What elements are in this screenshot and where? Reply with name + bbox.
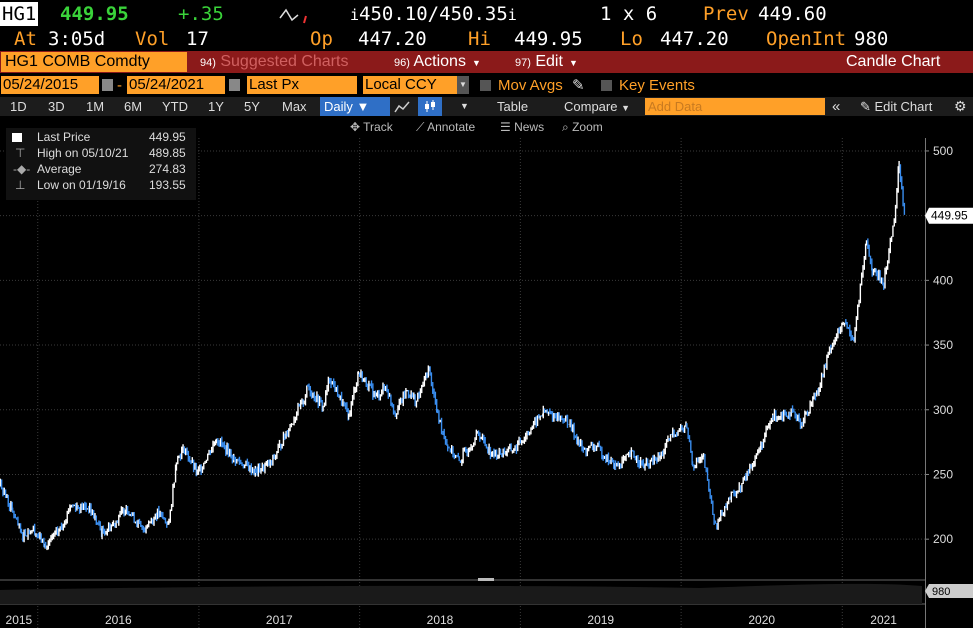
suggested-charts-button[interactable]: 94) Suggested Charts [200, 53, 349, 70]
bid-ask-size: 1 x 6 [600, 3, 658, 25]
edit-button[interactable]: 97) Edit ▼ [515, 53, 578, 70]
volume-tag-label: 980 [932, 586, 950, 598]
open-interest-label: OpenInt [766, 28, 847, 50]
dropdown-arrow-icon[interactable]: ▼ [457, 76, 469, 94]
vol-label: Vol [135, 28, 170, 50]
frequency-select[interactable]: Daily ▼ [320, 97, 390, 116]
chart-style-dropdown-icon[interactable]: ▼ [460, 101, 469, 111]
volume: 17 [186, 28, 209, 50]
line-chart-icon[interactable] [394, 97, 410, 119]
edit-chart-button[interactable]: ✎ Edit Chart [860, 99, 933, 114]
open-interest: 980 [854, 28, 889, 50]
legend-row-average: -◆- Average 274.83 [13, 162, 186, 176]
security-field[interactable]: HG1 COMB Comdty [1, 52, 187, 72]
function-bar [0, 51, 973, 73]
period-1y[interactable]: 1Y [208, 99, 224, 114]
volume-tag [925, 584, 973, 598]
date-range-bar: 05/24/2015 - 05/24/2021 Last Px Local CC… [0, 76, 973, 96]
x-tick-label: 2016 [105, 613, 132, 627]
net-change: +.35 [178, 3, 224, 25]
key-events-label: Key Events [619, 77, 695, 94]
at-label: At [14, 28, 37, 50]
y-tick-label: 300 [933, 403, 953, 417]
high-label: Hi [468, 28, 491, 50]
y-tick-label: 350 [933, 338, 953, 352]
prev-close: 449.60 [758, 3, 827, 25]
average-marker-icon: -◆- [13, 162, 31, 176]
period-1d[interactable]: 1D [10, 99, 27, 114]
bid-ask: i450.10/450.35i [350, 3, 517, 25]
price-chart[interactable]: 2002503003504004505002015201620172018201… [0, 138, 973, 628]
low-marker-icon: ⊥ [15, 178, 26, 192]
period-max[interactable]: Max [282, 99, 307, 114]
chart-type-title: Candle Chart [846, 53, 941, 70]
scroll-handle [478, 578, 494, 581]
sparkline-icon [278, 6, 312, 30]
start-date-input[interactable]: 05/24/2015 [1, 76, 99, 94]
candle-chart-icon[interactable] [418, 97, 442, 116]
x-tick-label: 2019 [587, 613, 614, 627]
x-tick-label: 2018 [427, 613, 454, 627]
calendar-icon[interactable] [102, 79, 113, 91]
last-price-tag-label: 449.95 [931, 209, 968, 223]
legend-row-high: ⊤ High on 05/10/21 489.85 [15, 146, 186, 160]
track-tool[interactable]: ✥ Track [350, 120, 393, 134]
y-tick-label: 500 [933, 144, 953, 158]
actions-button[interactable]: 96) Actions ▼ [394, 53, 481, 70]
period-5y[interactable]: 5Y [244, 99, 260, 114]
field-select[interactable]: Last Px [247, 76, 357, 94]
candle-series [0, 160, 906, 551]
caret-down-icon: ▼ [471, 58, 481, 68]
table-button[interactable]: Table [497, 99, 529, 114]
period-bar: 1D 3D 1M 6M YTD 1Y 5Y Max Daily ▼ ▼ Tabl… [0, 97, 973, 116]
currency-select[interactable]: Local CCY [363, 76, 458, 94]
compare-button[interactable]: Compare ▼ [564, 99, 631, 114]
chart-tool-bar: ✥ Track ⟋ Annotate ☰ News ⌕ Zoom [0, 117, 973, 138]
news-tool[interactable]: ☰ News [500, 120, 545, 134]
prev-label: Prev [703, 3, 749, 25]
quote-time: 3:05d [48, 28, 106, 50]
mov-avgs-checkbox[interactable] [480, 80, 491, 91]
collapse-chevrons-icon[interactable]: « [832, 98, 841, 115]
quote-line-2: At 3:05d Vol 17 Op 447.20 Hi 449.95 Lo 4… [0, 27, 973, 51]
caret-down-icon: ▼ [568, 58, 578, 68]
x-tick-label: 2017 [266, 613, 293, 627]
mov-avgs-label: Mov Avgs [498, 77, 563, 94]
legend-row-low: ⊥ Low on 01/19/16 193.55 [15, 178, 186, 192]
last-price: 449.95 [60, 3, 129, 25]
low-label: Lo [620, 28, 643, 50]
high-marker-icon: ⊤ [15, 146, 26, 160]
add-data-input[interactable]: Add Data [645, 98, 825, 115]
calendar-icon[interactable] [229, 79, 240, 91]
period-6m[interactable]: 6M [124, 99, 143, 114]
y-tick-label: 200 [933, 532, 953, 546]
period-3d[interactable]: 3D [48, 99, 65, 114]
zoom-tool[interactable]: ⌕ Zoom [562, 120, 603, 134]
low-price: 447.20 [660, 28, 729, 50]
gear-icon[interactable]: ⚙ [954, 98, 967, 114]
open-label: Op [310, 28, 333, 50]
high-price: 449.95 [514, 28, 583, 50]
quote-line-1: HG1 449.95 +.35 i450.10/450.35i 1 x 6 Pr… [0, 2, 973, 26]
volume-area [0, 583, 922, 604]
period-ytd[interactable]: YTD [162, 99, 188, 114]
period-1m[interactable]: 1M [86, 99, 105, 114]
white-square-icon [12, 133, 22, 142]
date-separator: - [117, 77, 122, 94]
open-price: 447.20 [358, 28, 427, 50]
legend-row-last-price: Last Price 449.95 [6, 129, 196, 145]
y-tick-label: 400 [933, 273, 953, 287]
annotate-tool[interactable]: ⟋ Annotate [416, 120, 476, 134]
y-tick-label: 250 [933, 467, 953, 481]
last-price-tag [925, 207, 973, 224]
x-tick-label: 2021 [870, 613, 897, 627]
key-events-checkbox[interactable] [601, 80, 612, 91]
chart-legend[interactable]: Last Price 449.95 ⊤ High on 05/10/21 489.8… [6, 128, 196, 200]
end-date-input[interactable]: 05/24/2021 [127, 76, 225, 94]
pencil-icon[interactable]: ✎ [572, 77, 585, 94]
x-tick-label: 2015 [6, 613, 33, 627]
ticker: HG1 [0, 2, 39, 26]
x-tick-label: 2020 [748, 613, 775, 627]
